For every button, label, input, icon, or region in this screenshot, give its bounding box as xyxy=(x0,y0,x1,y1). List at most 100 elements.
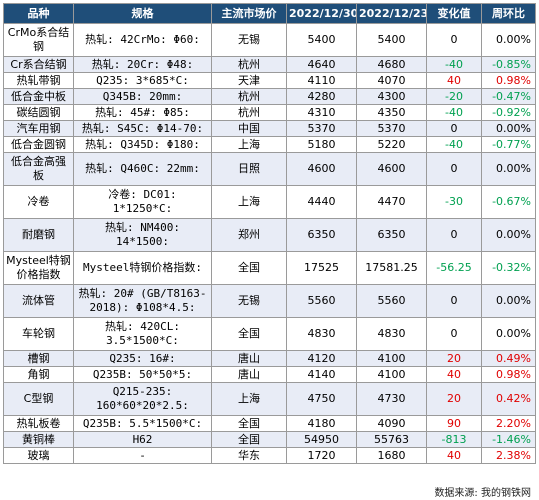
table-header-row: 品种 规格 主流市场价 2022/12/30 2022/12/23 变化值 周环… xyxy=(3,3,536,24)
cell-change: -56.25 xyxy=(426,251,482,285)
header-variety: 品种 xyxy=(3,3,74,24)
cell-variety: Mysteel特钢价格指数 xyxy=(3,251,74,285)
cell-market: 全国 xyxy=(211,431,287,448)
cell-price-current: 4440 xyxy=(286,185,357,219)
cell-price-previous: 5370 xyxy=(356,120,427,137)
cell-market: 无锡 xyxy=(211,23,287,57)
cell-price-previous: 1680 xyxy=(356,447,427,464)
cell-variety: 低合金中板 xyxy=(3,88,74,105)
cell-variety: 耐磨钢 xyxy=(3,218,74,252)
cell-wow: 0.00% xyxy=(481,152,536,186)
cell-price-previous: 4100 xyxy=(356,366,427,383)
cell-spec: 热轧: Q345D: Φ180: xyxy=(73,136,212,153)
cell-market: 上海 xyxy=(211,136,287,153)
cell-wow: 2.38% xyxy=(481,447,536,464)
cell-spec: 热轧: S45C: Φ14-70: xyxy=(73,120,212,137)
cell-market: 郑州 xyxy=(211,218,287,252)
cell-change: 20 xyxy=(426,382,482,416)
cell-market: 日照 xyxy=(211,152,287,186)
cell-market: 全国 xyxy=(211,415,287,432)
cell-price-current: 1720 xyxy=(286,447,357,464)
price-table: 品种 规格 主流市场价 2022/12/30 2022/12/23 变化值 周环… xyxy=(3,3,536,464)
cell-price-current: 4830 xyxy=(286,317,357,351)
cell-price-current: 5560 xyxy=(286,284,357,318)
cell-price-current: 5370 xyxy=(286,120,357,137)
cell-price-previous: 55763 xyxy=(356,431,427,448)
cell-price-previous: 4600 xyxy=(356,152,427,186)
cell-market: 中国 xyxy=(211,120,287,137)
cell-price-previous: 4350 xyxy=(356,104,427,121)
cell-price-current: 4750 xyxy=(286,382,357,416)
cell-change: -40 xyxy=(426,104,482,121)
cell-spec: - xyxy=(73,447,212,464)
cell-spec: Q235: 16#: xyxy=(73,350,212,367)
cell-variety: 热轧带钢 xyxy=(3,72,74,89)
cell-change: 0 xyxy=(426,120,482,137)
cell-market: 上海 xyxy=(211,185,287,219)
cell-price-previous: 4470 xyxy=(356,185,427,219)
cell-change: 0 xyxy=(426,218,482,252)
cell-change: -40 xyxy=(426,56,482,73)
cell-market: 全国 xyxy=(211,251,287,285)
cell-market: 华东 xyxy=(211,447,287,464)
cell-market: 杭州 xyxy=(211,88,287,105)
cell-change: -30 xyxy=(426,185,482,219)
cell-price-current: 4600 xyxy=(286,152,357,186)
cell-wow: -0.32% xyxy=(481,251,536,285)
cell-spec: 冷卷: DC01: 1*1250*C: xyxy=(73,185,212,219)
cell-price-previous: 17581.25 xyxy=(356,251,427,285)
cell-variety: 低合金高强板 xyxy=(3,152,74,186)
cell-spec: 热轧: Q460C: 22mm: xyxy=(73,152,212,186)
header-price-current: 2022/12/30 xyxy=(286,3,357,24)
table-row: 低合金高强板 热轧: Q460C: 22mm: 日照 4600 4600 0 0.00% xyxy=(3,152,536,186)
table-row: 玻璃 - 华东 1720 1680 40 2.38% xyxy=(3,447,536,464)
cell-spec: 热轧: 20Cr: Φ48: xyxy=(73,56,212,73)
cell-price-previous: 4680 xyxy=(356,56,427,73)
cell-wow: -1.46% xyxy=(481,431,536,448)
cell-spec: Q215-235: 160*60*20*2.5: xyxy=(73,382,212,416)
table-row: 角钢 Q235B: 50*50*5: 唐山 4140 4100 40 0.98% xyxy=(3,366,536,383)
cell-wow: 2.20% xyxy=(481,415,536,432)
cell-change: 0 xyxy=(426,152,482,186)
cell-market: 无锡 xyxy=(211,284,287,318)
header-price-previous: 2022/12/23 xyxy=(356,3,427,24)
cell-wow: 0.00% xyxy=(481,317,536,351)
cell-price-current: 17525 xyxy=(286,251,357,285)
table-row: 槽钢 Q235: 16#: 唐山 4120 4100 20 0.49% xyxy=(3,350,536,367)
cell-market: 天津 xyxy=(211,72,287,89)
cell-change: -813 xyxy=(426,431,482,448)
cell-wow: 0.42% xyxy=(481,382,536,416)
cell-price-previous: 4090 xyxy=(356,415,427,432)
cell-price-current: 4180 xyxy=(286,415,357,432)
cell-variety: 车轮钢 xyxy=(3,317,74,351)
header-change: 变化值 xyxy=(426,3,482,24)
cell-variety: 玻璃 xyxy=(3,447,74,464)
cell-change: 20 xyxy=(426,350,482,367)
table-row: 耐磨钢 热轧: NM400: 14*1500: 郑州 6350 6350 0 0.00% xyxy=(3,218,536,252)
cell-price-current: 5180 xyxy=(286,136,357,153)
cell-variety: 汽车用钢 xyxy=(3,120,74,137)
cell-price-previous: 4070 xyxy=(356,72,427,89)
cell-price-previous: 5400 xyxy=(356,23,427,57)
cell-market: 杭州 xyxy=(211,104,287,121)
cell-spec: 热轧: 45#: Φ85: xyxy=(73,104,212,121)
cell-change: 40 xyxy=(426,366,482,383)
cell-price-previous: 4830 xyxy=(356,317,427,351)
cell-wow: 0.98% xyxy=(481,366,536,383)
cell-variety: 黄铜棒 xyxy=(3,431,74,448)
cell-wow: -0.47% xyxy=(481,88,536,105)
cell-spec: 热轧: 20# (GB/T8163-2018): Φ108*4.5: xyxy=(73,284,212,318)
table-row: CrMo系合结钢 热轧: 42CrMo: Φ60: 无锡 5400 5400 0 0.00% xyxy=(3,23,536,57)
cell-price-current: 54950 xyxy=(286,431,357,448)
cell-price-previous: 5220 xyxy=(356,136,427,153)
cell-spec: Q235B: 5.5*1500*C: xyxy=(73,415,212,432)
cell-wow: 0.98% xyxy=(481,72,536,89)
table-row: Mysteel特钢价格指数 Mysteel特钢价格指数: 全国 17525 17581.… xyxy=(3,251,536,285)
cell-variety: 冷卷 xyxy=(3,185,74,219)
cell-price-previous: 5560 xyxy=(356,284,427,318)
cell-wow: -0.67% xyxy=(481,185,536,219)
cell-price-current: 6350 xyxy=(286,218,357,252)
cell-variety: 低合金圆钢 xyxy=(3,136,74,153)
cell-spec: 热轧: 420CL: 3.5*1500*C: xyxy=(73,317,212,351)
cell-price-current: 4140 xyxy=(286,366,357,383)
